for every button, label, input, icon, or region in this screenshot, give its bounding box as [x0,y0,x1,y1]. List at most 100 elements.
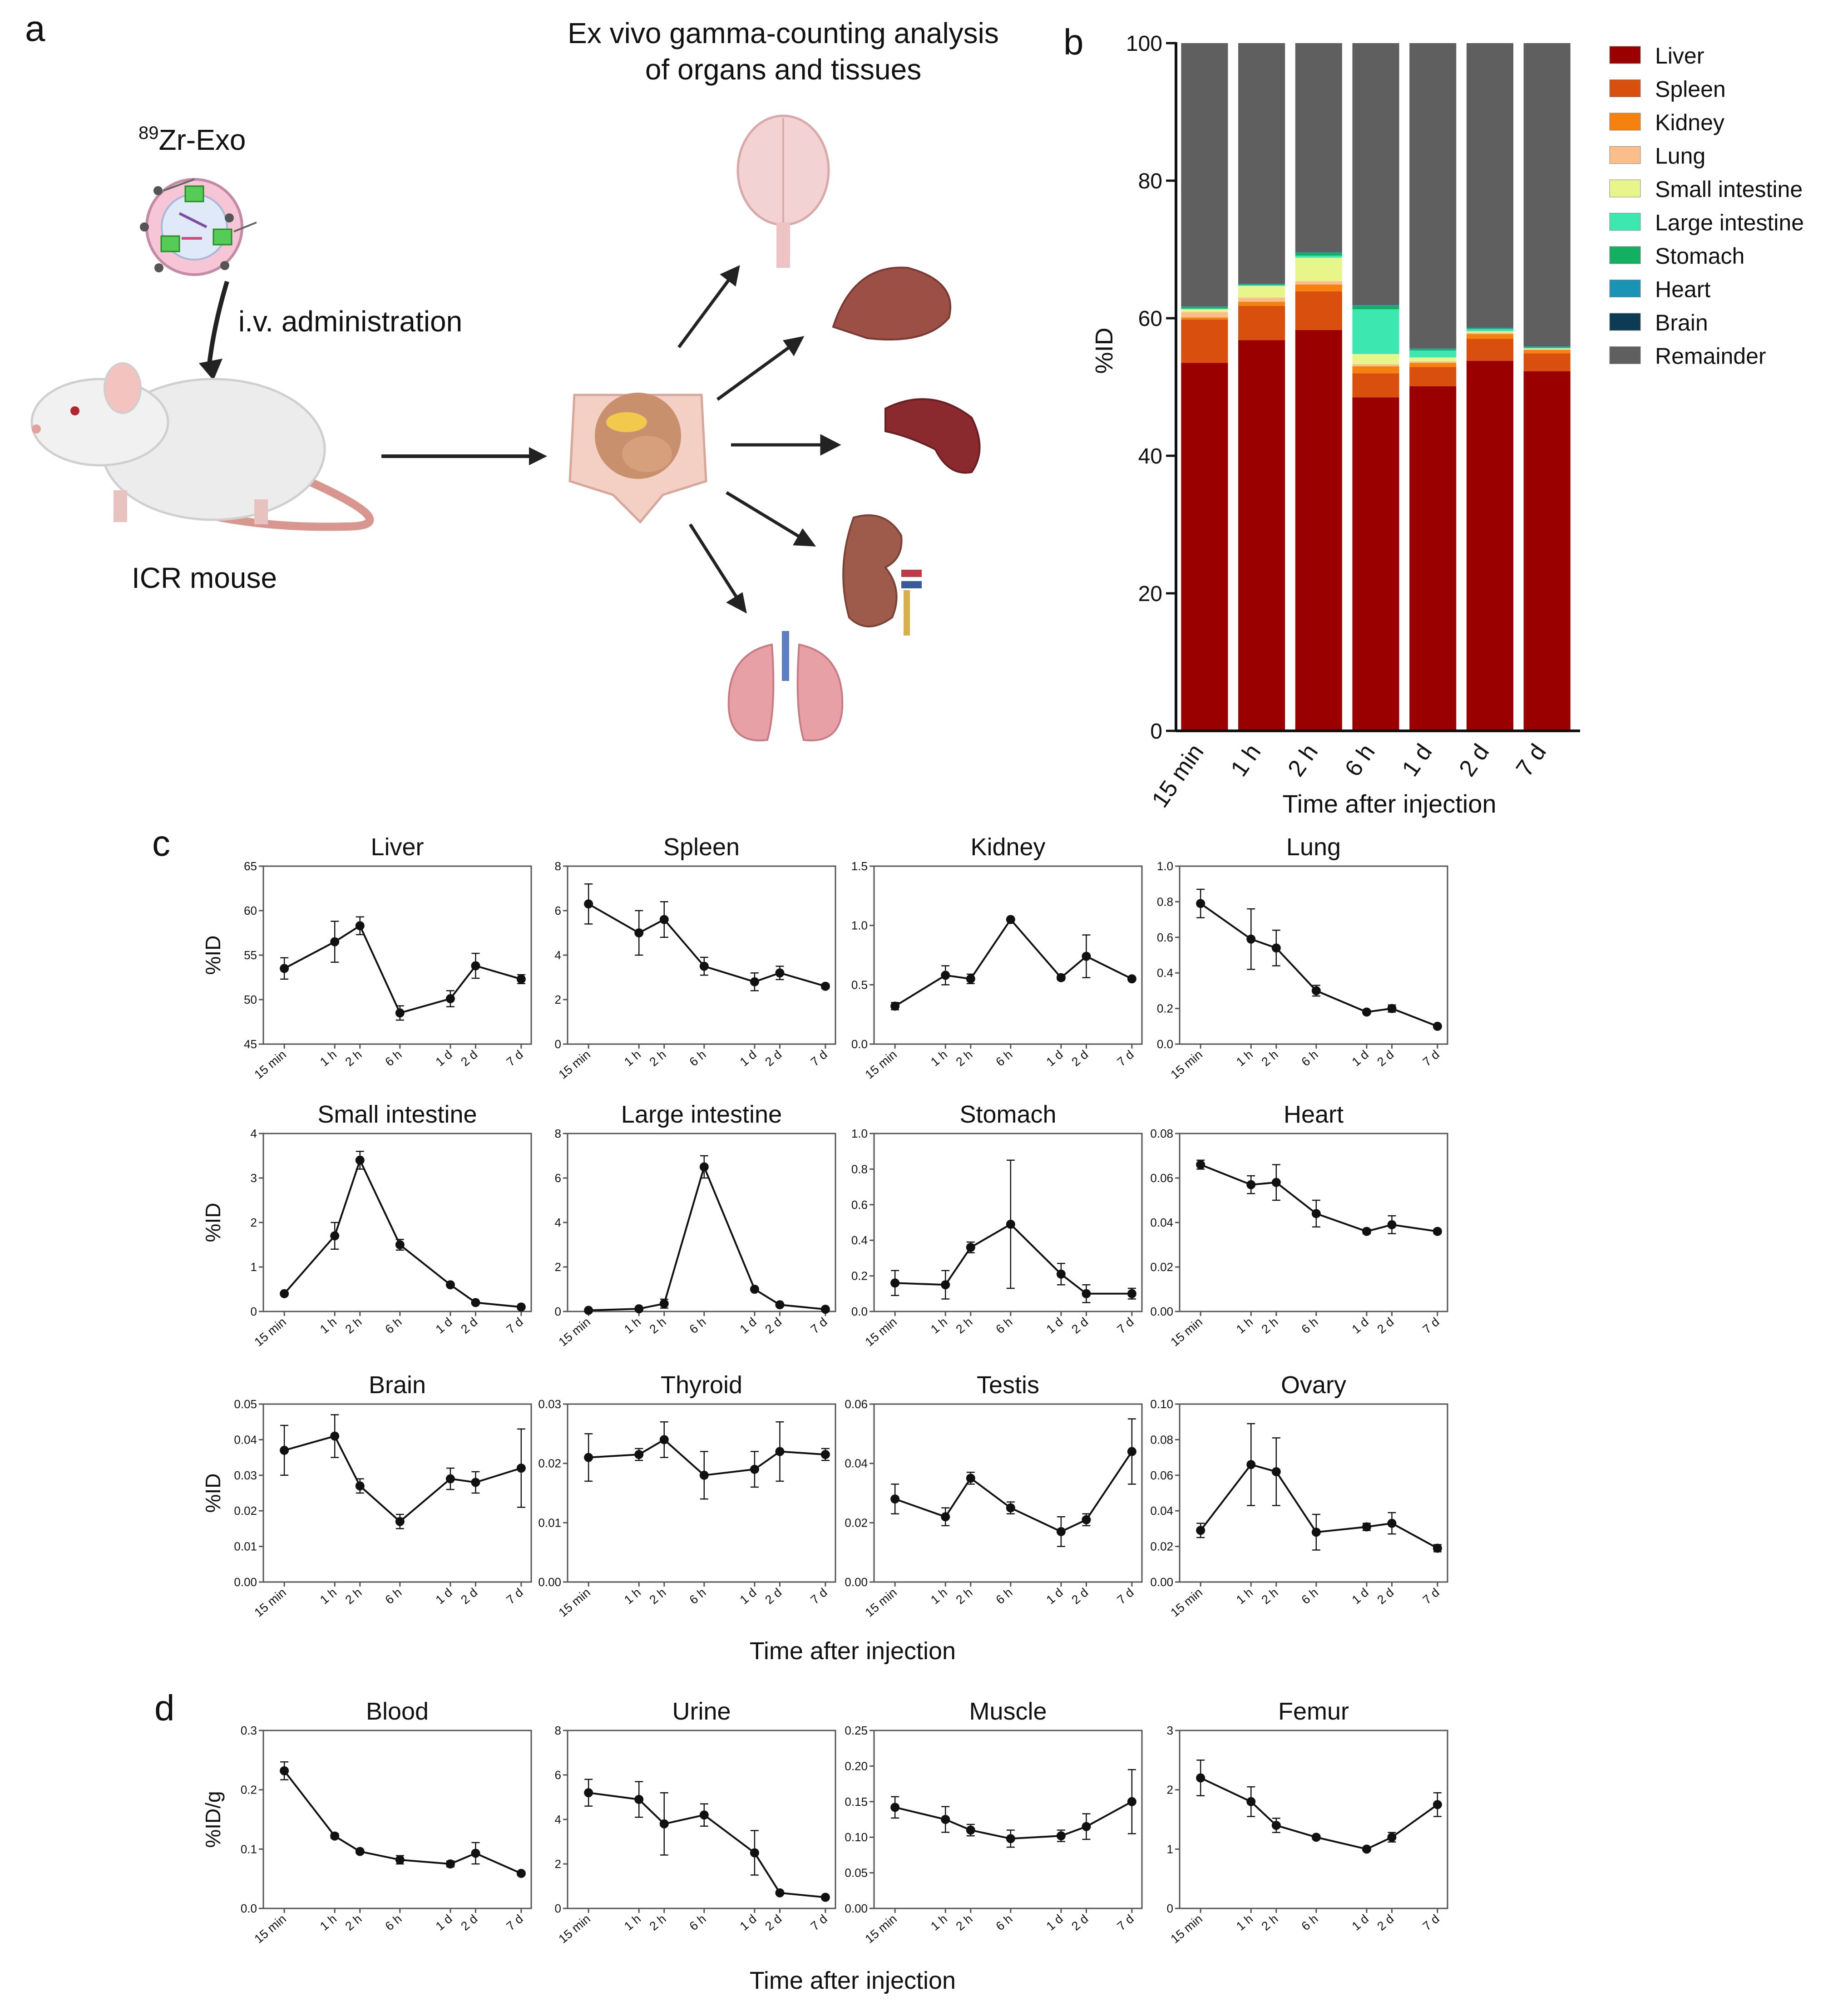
x-tick-label: 1 h [317,1315,339,1336]
bar-segment-lung-2-d [1466,332,1513,334]
x-tick-label: 15 min [252,1315,289,1349]
data-point [1127,974,1136,984]
x-tick-label: 6 h [1299,1912,1321,1933]
x-tick-label: 1 d [1044,1048,1066,1069]
x-tick-label: 2 d [1069,1586,1091,1607]
bar-segment-heart-2-h [1295,252,1342,253]
data-point [1246,1460,1256,1469]
y-tick-label: 60 [1138,307,1162,331]
bar-segment-liver-15-min [1181,363,1228,731]
data-point [1433,1021,1442,1031]
data-point [1006,1503,1015,1513]
chart-title-lung: Lung [1286,833,1341,861]
data-point [330,1231,340,1241]
y-tick-label: 20 [1138,582,1162,606]
x-tick-label: 2 d [762,1048,784,1069]
bar-segment-stomach-2-h [1295,253,1342,256]
x-tick-label: 15 min [1168,1315,1205,1349]
x-tick-label: 1 h [928,1586,950,1607]
chart-title-small-intestine: Small intestine [317,1101,477,1128]
y-tick-label: 1 [1167,1842,1173,1856]
x-tick-label: 1 d [1044,1315,1066,1336]
x-tick-label: 6 h [993,1912,1015,1933]
plot-frame [873,1133,1143,1312]
x-tick-label: 2 d [762,1315,784,1336]
x-tick-label: 2 h [343,1048,365,1069]
data-point [280,1766,289,1775]
bar-segment-kidney-7-d [1523,350,1571,354]
x-tick-label: 6 h [383,1315,405,1336]
data-point [750,1848,759,1858]
data-point [516,1302,526,1312]
y-tick-label: 0.6 [851,1198,868,1212]
data-line [588,1792,826,1898]
x-axis-title: Time after injection [1283,789,1497,818]
y-tick-label: 100 [1126,32,1162,56]
data-point [966,1474,975,1483]
data-point [1387,1004,1397,1013]
y-axis-title: %ID [201,1474,225,1513]
data-point [775,1300,785,1310]
x-tick-label: 2 h [647,1315,669,1336]
data-point [471,1478,480,1487]
x-tick-label: 1 d [433,1586,455,1607]
x-tick-label: 2 h [647,1048,669,1069]
x-tick-label: 1 h [1234,1912,1255,1933]
legend-label-liver: Liver [1655,43,1704,69]
bar-segment-kidney-1-d [1409,363,1457,367]
y-tick-label: 0.8 [851,1162,868,1176]
bar-segment-kidney-2-d [1466,334,1513,339]
panel-label-c: c [152,823,170,863]
bar-segment-remainder-1-d [1409,43,1457,349]
legend-swatch-large-intestine [1609,213,1641,231]
y-tick-label: 4 [555,1813,561,1826]
y-tick-label: 0.8 [1157,895,1173,908]
legend-swatch-small-intestine [1609,179,1641,197]
data-point [966,1825,975,1835]
y-tick-label: 0.00 [845,1902,868,1915]
x-tick-label: 2 d [458,1586,480,1607]
data-point [355,1481,365,1491]
plot-frame [567,1403,836,1583]
bar-segment-large-intestine-2-h [1295,256,1342,258]
data-point [516,1464,526,1473]
y-tick-label: 0 [555,1902,561,1915]
tracer-name: Zr-Exo [159,123,246,156]
y-tick-label: 0 [1150,720,1162,744]
bar-segment-lung-2-h [1295,281,1342,285]
y-tick-label: 0 [555,1037,561,1051]
x-tick-label: 2 h [1259,1912,1281,1933]
bar-segment-remainder-2-d [1466,43,1513,328]
y-tick-label: 0.00 [1150,1575,1173,1589]
y-tick-label: 6 [555,1171,561,1185]
legend-swatch-liver [1609,46,1641,64]
data-point [890,1278,900,1288]
y-tick-label: 0.0 [851,1037,868,1051]
legend-label-heart: Heart [1655,277,1710,302]
x-tick-label: 15 min [1168,1048,1205,1082]
bar-segment-remainder-15-min [1181,43,1228,307]
data-point [1433,1543,1442,1553]
x-tick-label: 7 d [504,1315,526,1336]
x-tick-label: 2 d [1069,1912,1091,1933]
injection-arrow [207,281,229,368]
legend-label-remainder: Remainder [1655,344,1766,369]
data-point [1387,1220,1397,1229]
chart-title-blood: Blood [366,1698,429,1725]
brain-icon [736,114,830,268]
x-tick-label: 7 d [1115,1048,1136,1069]
bar-segment-stomach-1-d [1409,349,1457,351]
data-point [699,1162,709,1172]
data-line [1200,1163,1438,1232]
bar-segment-stomach-7-d [1523,347,1571,348]
data-point [820,981,830,991]
x-tick-label: 2 h [954,1315,975,1336]
data-point [634,1794,644,1804]
bar-segment-large-intestine-15-min [1181,308,1228,310]
bar-segment-large-intestine-2-d [1466,329,1513,331]
y-tick-label: 6 [555,904,561,917]
data-point [750,1464,759,1474]
bar-segment-small-intestine-1-d [1409,357,1457,362]
x-tick-label: 7 d [1420,1048,1442,1069]
